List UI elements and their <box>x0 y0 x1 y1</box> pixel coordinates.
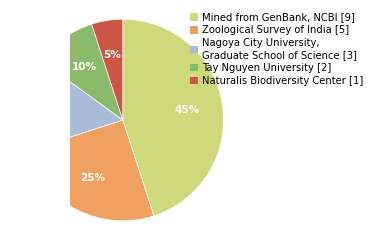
Text: 10%: 10% <box>72 62 97 72</box>
Text: 45%: 45% <box>175 105 200 115</box>
Text: 15%: 15% <box>46 105 71 115</box>
Wedge shape <box>123 19 223 216</box>
Legend: Mined from GenBank, NCBI [9], Zoological Survey of India [5], Nagoya City Univer: Mined from GenBank, NCBI [9], Zoological… <box>190 12 363 86</box>
Text: 25%: 25% <box>81 173 106 183</box>
Text: 5%: 5% <box>104 50 122 60</box>
Wedge shape <box>92 19 123 120</box>
Wedge shape <box>41 24 123 120</box>
Wedge shape <box>22 61 123 151</box>
Wedge shape <box>27 120 154 221</box>
